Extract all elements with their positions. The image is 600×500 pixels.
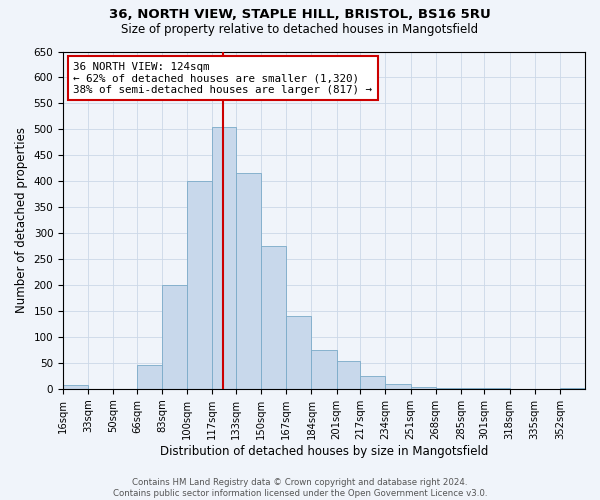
Bar [286, 316, 311, 389]
Bar [461, 388, 484, 389]
Bar [360, 376, 385, 389]
Bar [385, 384, 410, 389]
Bar [484, 388, 509, 389]
Bar [410, 388, 436, 389]
Text: Size of property relative to detached houses in Mangotsfield: Size of property relative to detached ho… [121, 22, 479, 36]
Bar [560, 388, 585, 389]
Bar [436, 388, 461, 389]
Text: 36, NORTH VIEW, STAPLE HILL, BRISTOL, BS16 5RU: 36, NORTH VIEW, STAPLE HILL, BRISTOL, BS… [109, 8, 491, 20]
Text: Contains HM Land Registry data © Crown copyright and database right 2024.
Contai: Contains HM Land Registry data © Crown c… [113, 478, 487, 498]
Bar [137, 366, 162, 389]
Bar [261, 246, 286, 389]
Bar [212, 127, 236, 389]
X-axis label: Distribution of detached houses by size in Mangotsfield: Distribution of detached houses by size … [160, 444, 488, 458]
Text: 36 NORTH VIEW: 124sqm
← 62% of detached houses are smaller (1,320)
38% of semi-d: 36 NORTH VIEW: 124sqm ← 62% of detached … [73, 62, 373, 95]
Bar [187, 181, 212, 389]
Y-axis label: Number of detached properties: Number of detached properties [15, 127, 28, 313]
Bar [63, 384, 88, 389]
Bar [337, 362, 360, 389]
Bar [311, 350, 337, 389]
Bar [236, 174, 261, 389]
Bar [162, 285, 187, 389]
